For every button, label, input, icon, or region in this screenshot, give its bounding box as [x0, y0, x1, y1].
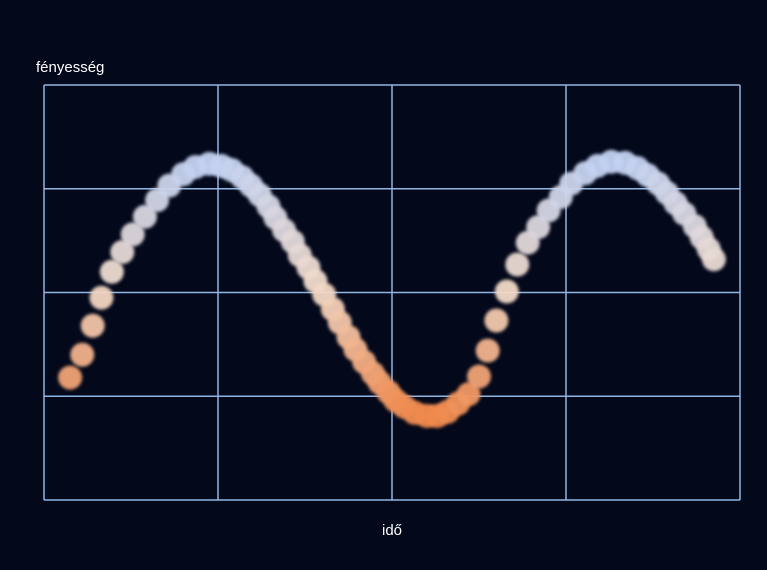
page: {"chart_data": { "type": "scatter", "y_l…: [0, 0, 767, 570]
y-axis-label: fényesség: [36, 59, 104, 76]
dot: [476, 339, 500, 363]
x-axis-label: idő: [382, 522, 402, 539]
dot: [81, 314, 105, 338]
dot: [484, 309, 508, 333]
dot: [495, 279, 519, 303]
dot: [70, 343, 94, 367]
dot: [89, 286, 113, 310]
dot: [58, 366, 82, 390]
chart: fényesség idő: [0, 0, 767, 570]
dot: [505, 252, 529, 276]
dot: [467, 365, 491, 389]
dot: [702, 247, 726, 271]
